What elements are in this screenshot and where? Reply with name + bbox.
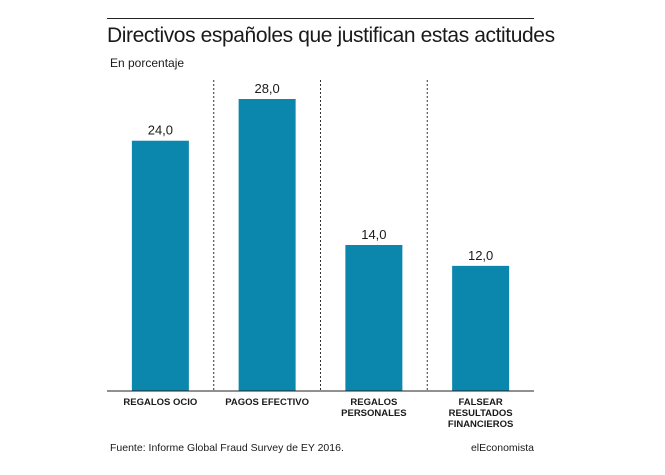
chart-subtitle: En porcentaje: [110, 56, 185, 70]
value-label: 14,0: [361, 227, 386, 242]
value-label: 12,0: [468, 248, 493, 263]
bar: [345, 245, 403, 391]
value-label: 24,0: [148, 123, 173, 138]
category-label: PAGOS EFECTIVO: [225, 397, 309, 408]
top-rule: [107, 18, 534, 19]
value-label: 28,0: [254, 81, 279, 96]
category-label: FALSEAR: [458, 397, 502, 408]
bar: [131, 140, 189, 391]
chart-title: Directivos españoles que justifican esta…: [107, 24, 555, 47]
category-label: REGALOS OCIO: [123, 397, 197, 408]
category-label: PERSONALES: [341, 408, 406, 419]
bar: [452, 265, 510, 391]
category-label: RESULTADOS: [449, 408, 513, 419]
category-label: FINANCIEROS: [448, 419, 513, 430]
bar: [238, 99, 296, 391]
brand-label: elEconomista: [470, 442, 534, 454]
category-label: REGALOS: [350, 397, 397, 408]
source-note: Fuente: Informe Global Fraud Survey de E…: [110, 442, 344, 454]
